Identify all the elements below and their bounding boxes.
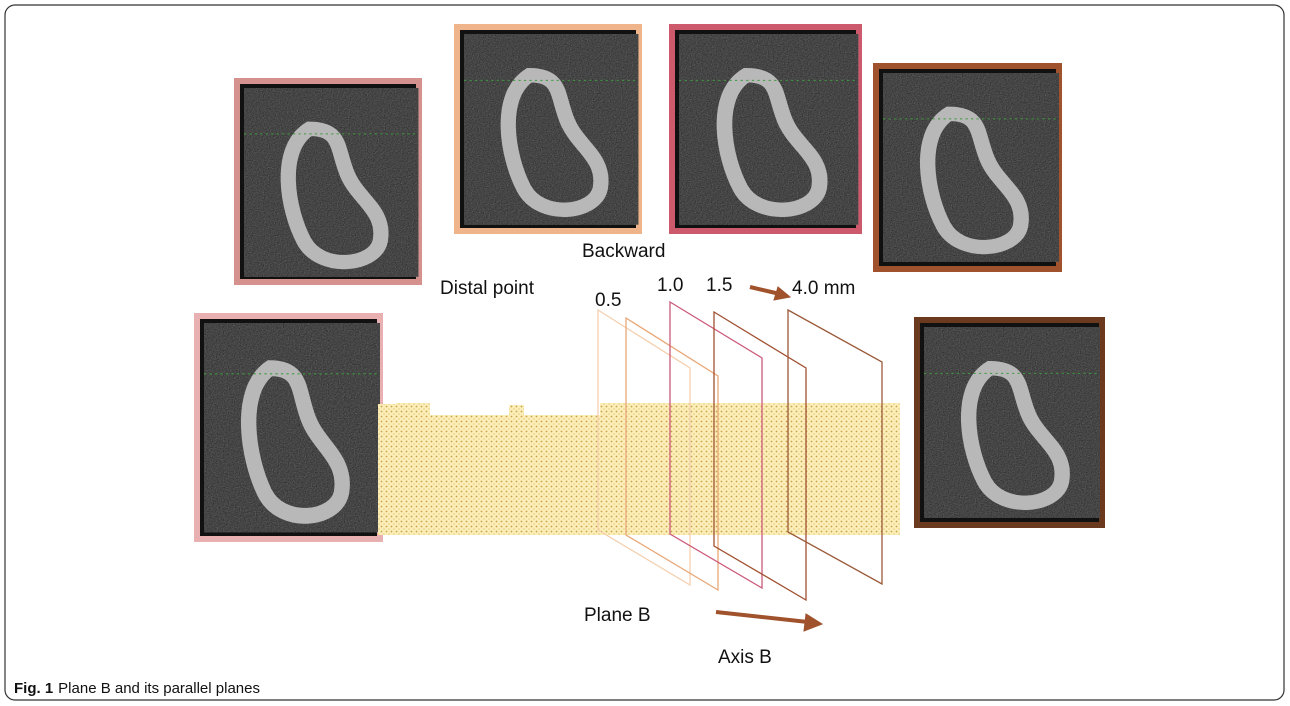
ct-image (876, 66, 1059, 269)
caption-text: Plane B and its parallel planes (58, 680, 260, 697)
label: Backward (582, 241, 665, 262)
caption-label: Fig. 1 (14, 680, 53, 697)
label: 1.0 (657, 275, 683, 296)
ct-image (197, 316, 380, 539)
ct-image (457, 27, 639, 231)
arrow (750, 287, 790, 300)
ct-image (672, 27, 859, 231)
arrow (716, 612, 822, 631)
label: Distal point (440, 278, 535, 299)
label: Plane B (584, 605, 651, 626)
label: 4.0 mm (792, 278, 855, 299)
tooth-band (378, 403, 900, 535)
label: 0.5 (595, 290, 621, 311)
label: 1.5 (706, 275, 732, 296)
caption: Fig. 1 Plane B and its parallel planes (14, 680, 260, 697)
ct-image (917, 320, 1102, 525)
label: Axis B (718, 647, 772, 668)
ct-image (237, 81, 419, 282)
figure: Backward Distal point 0.5 1.0 1.5 4.0 mm… (0, 0, 1290, 706)
